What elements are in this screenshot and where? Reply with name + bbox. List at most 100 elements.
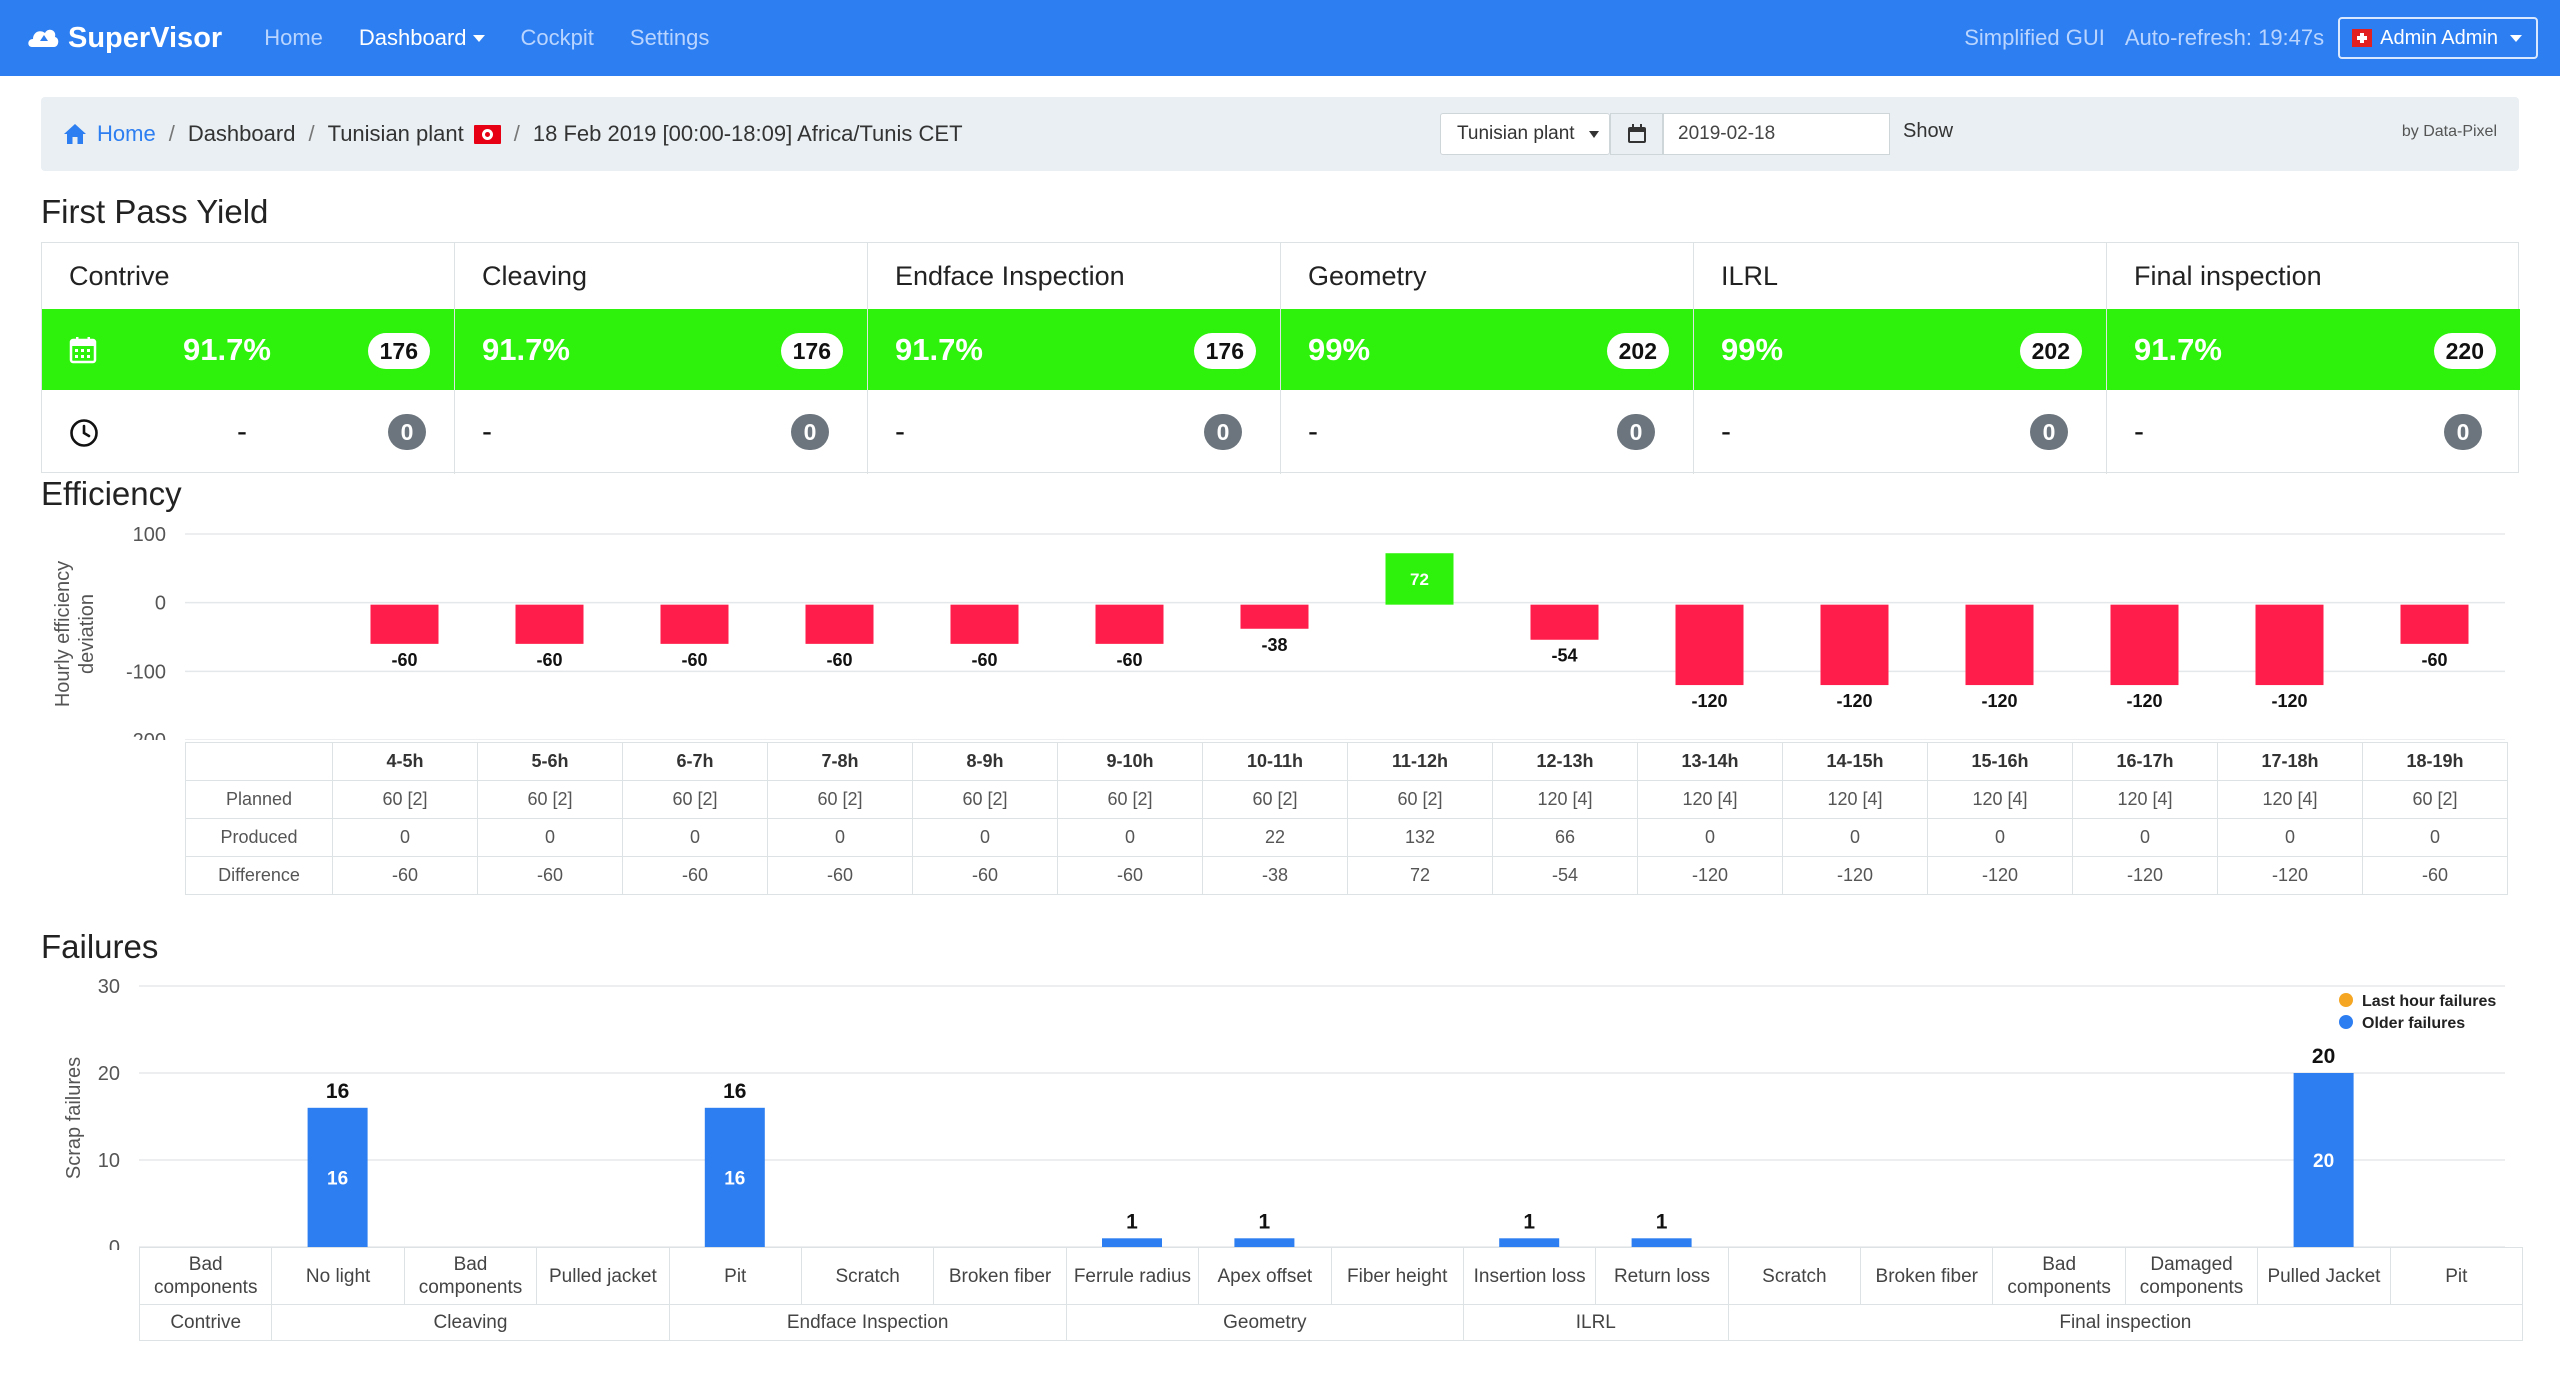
fpy-daily-percent: 91.7% — [482, 331, 570, 367]
auto-refresh-link[interactable]: Auto-refresh: 19:47s — [2124, 25, 2325, 50]
user-menu-button[interactable]: Admin Admin — [2338, 17, 2538, 59]
bar-total-label: 16 — [723, 1080, 746, 1103]
efficiency-bar[interactable] — [1675, 604, 1744, 686]
efficiency-cell: 60 [2] — [912, 780, 1058, 819]
fpy-lasthour-percent: - — [482, 415, 492, 448]
simplified-gui-link[interactable]: Simplified GUI — [1964, 25, 2105, 50]
efficiency-cell: -38 — [1202, 856, 1348, 895]
efficiency-bar[interactable] — [1530, 604, 1599, 640]
failure-bar[interactable] — [1631, 1238, 1692, 1247]
efficiency-bar[interactable] — [370, 604, 439, 644]
failure-bar[interactable] — [1102, 1238, 1162, 1247]
failure-bar[interactable] — [2293, 1073, 2354, 1247]
credit-text: by Data-Pixel — [2401, 123, 2497, 140]
efficiency-bar[interactable] — [1965, 604, 2034, 686]
fpy-lasthour-percent: - — [2134, 415, 2144, 448]
failure-type-cell: Fiber height — [1330, 1247, 1464, 1305]
fpy-column: Cleaving 91.7% 176-0 — [455, 243, 868, 474]
bar-value-label: -60 — [971, 650, 997, 670]
bar-value-label: -60 — [2421, 650, 2447, 670]
failure-station-cell: Contrive — [138, 1304, 273, 1341]
efficiency-bar[interactable] — [805, 604, 874, 644]
bar-total-label: 1 — [1523, 1210, 1535, 1233]
plant-select-value: Tunisian plant — [1457, 123, 1575, 144]
bar-value-label: -60 — [1116, 650, 1142, 670]
efficiency-cell: 120 [4] — [2072, 780, 2218, 819]
plant-select[interactable]: Tunisian plant — [1440, 113, 1610, 155]
efficiency-cell: 22 — [1202, 818, 1348, 857]
fpy-lasthour-percent: - — [895, 415, 905, 448]
fpy-station-name: Cleaving — [482, 260, 588, 291]
efficiency-hour-header: 11-12h — [1347, 742, 1493, 781]
fpy-lasthour-row: -0 — [1281, 390, 1693, 474]
efficiency-bar[interactable] — [660, 604, 729, 644]
fpy-daily-count: 176 — [367, 333, 430, 369]
failure-bar[interactable] — [1234, 1238, 1295, 1247]
nav-settings[interactable]: Settings — [629, 25, 710, 50]
failure-station-cell: Geometry — [1065, 1304, 1464, 1341]
nav-cockpit[interactable]: Cockpit — [520, 25, 594, 50]
bar-value-label: -120 — [1691, 691, 1727, 711]
legend-label[interactable]: Older failures — [2362, 1015, 2465, 1032]
efficiency-bar[interactable] — [1095, 604, 1164, 644]
efficiency-cell: -120 — [2217, 856, 2363, 895]
nav-dashboard[interactable]: Dashboard — [359, 25, 485, 51]
efficiency-cell: 120 [4] — [1927, 780, 2073, 819]
efficiency-hour-header: 15-16h — [1927, 742, 2073, 781]
efficiency-bar[interactable] — [1820, 604, 1889, 686]
efficiency-cell: -120 — [1927, 856, 2073, 895]
legend-label[interactable]: Last hour failures — [2362, 993, 2496, 1010]
efficiency-bar[interactable] — [1240, 604, 1309, 629]
efficiency-bar[interactable] — [515, 604, 584, 644]
efficiency-bar[interactable] — [1385, 553, 1454, 605]
fpy-daily-row: 91.7% 176 — [868, 309, 1280, 390]
failure-type-cell: Scratch — [800, 1247, 935, 1305]
breadcrumb-home[interactable]: Home — [63, 121, 156, 147]
efficiency-hour-header: 18-19h — [2362, 742, 2508, 781]
y-tick-label: 10 — [98, 1150, 120, 1172]
failures-table: Bad components No light Bad components Pull… — [138, 1247, 2524, 1341]
fpy-lasthour-percent: - — [237, 415, 247, 448]
fpy-column: ILRL 99% 202-0 — [1694, 243, 2107, 474]
fpy-station-name: Endface Inspection — [895, 260, 1125, 291]
fpy-column: Final inspection 91.7% 220-0 — [2107, 243, 2520, 474]
efficiency-bar[interactable] — [2400, 604, 2469, 644]
date-input[interactable] — [1663, 113, 1890, 155]
fpy-lasthour-count: 0 — [2444, 414, 2482, 450]
efficiency-cell: 60 [2] — [1347, 780, 1493, 819]
efficiency-cell: 0 — [2362, 818, 2508, 857]
fpy-station-name: Final inspection — [2134, 260, 2322, 291]
show-button[interactable]: Show — [1903, 120, 1954, 142]
breadcrumb-plant[interactable]: Tunisian plant — [327, 121, 464, 146]
failure-bar[interactable] — [704, 1107, 765, 1247]
failure-type-cell: Scratch — [1727, 1247, 1862, 1305]
failure-bar[interactable] — [307, 1107, 368, 1247]
failure-type-cell: Broken fiber — [1860, 1247, 1994, 1305]
efficiency-bar[interactable] — [950, 604, 1019, 644]
home-icon — [64, 124, 86, 144]
failure-type-cell: Bad components — [1992, 1247, 2126, 1305]
fpy-daily-row: 99% 202 — [1281, 309, 1693, 390]
fpy-lasthour-percent: - — [1308, 415, 1318, 448]
efficiency-row-planned: Planned 60 [2] 60 [2] 60 [2] 60 [2] 60 [2] 60 … — [185, 780, 2508, 819]
nav-home[interactable]: Home — [264, 25, 323, 50]
failure-bar[interactable] — [1499, 1238, 1560, 1247]
breadcrumb-separator: / — [168, 121, 175, 146]
efficiency-hour-header: 6-7h — [622, 742, 768, 781]
bar-value-label: 20 — [2313, 1151, 2334, 1172]
fpy-lasthour-row: -0 — [2107, 390, 2520, 474]
efficiency-row-produced: Produced 0 0 0 0 0 0 22 132 66 0 0 0 0 0 0 — [185, 818, 2508, 857]
brand[interactable]: SuperVisor — [26, 21, 222, 55]
failure-type-cell: Pit — [2389, 1247, 2524, 1305]
efficiency-bar[interactable] — [2110, 604, 2179, 686]
nav-dashboard-label: Dashboard — [358, 25, 467, 50]
calendar-button[interactable] — [1610, 113, 1663, 155]
efficiency-bar[interactable] — [2255, 604, 2324, 686]
fpy-column: Geometry 99% 202-0 — [1281, 243, 1694, 474]
efficiency-row-label: Difference — [185, 856, 333, 895]
breadcrumb-dashboard[interactable]: Dashboard — [187, 121, 296, 146]
failure-type-cell: No light — [271, 1247, 405, 1305]
efficiency-cell: 120 [4] — [1782, 780, 1928, 819]
fpy-station-name: Contrive — [69, 260, 170, 291]
